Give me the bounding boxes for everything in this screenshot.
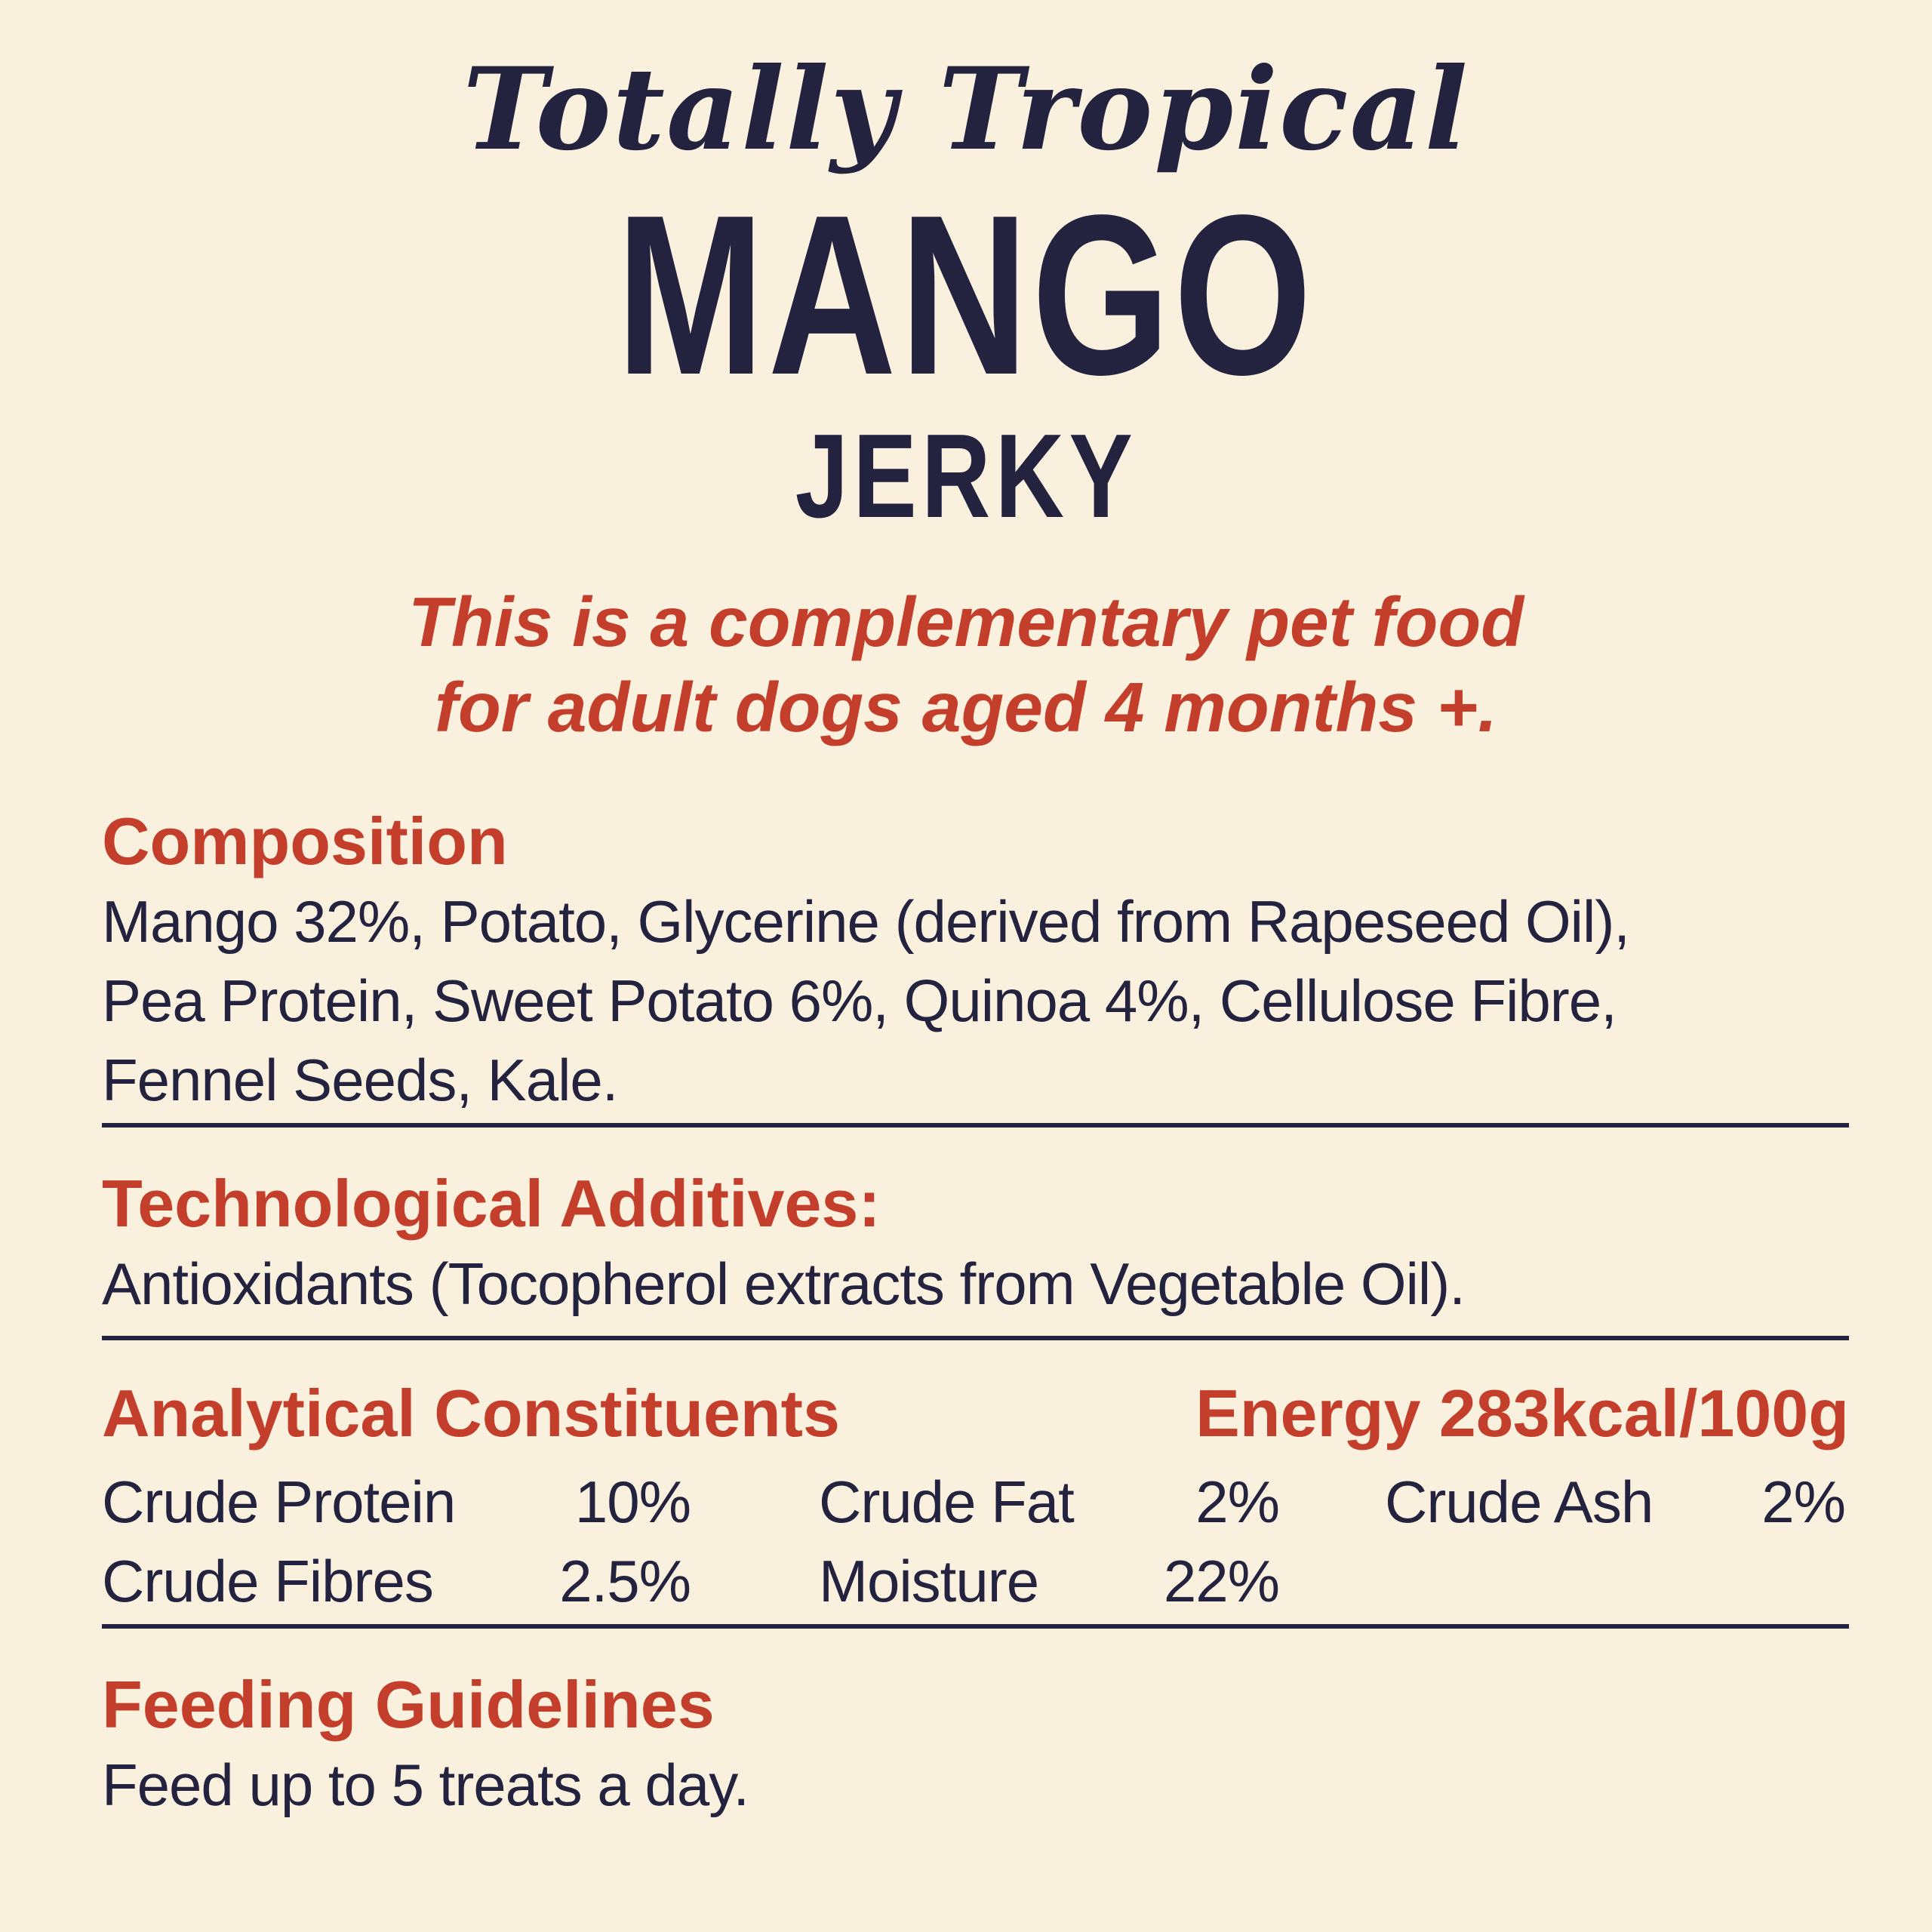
additives-heading: Technological Additives: — [102, 1165, 881, 1241]
additives-body: Antioxidants (Tocopherol extracts from V… — [102, 1244, 1849, 1324]
constituent-label: Crude Fat — [819, 1469, 1075, 1536]
tagline-line-1: This is a complementary pet food — [408, 582, 1524, 661]
product-name: MANGO — [616, 167, 1316, 422]
constituent-value: 10% — [574, 1469, 691, 1536]
divider-rule-2 — [102, 1335, 1849, 1340]
constituent-label: Moisture — [819, 1548, 1039, 1615]
composition-line-2: Pea Protein, Sweet Potato 6%, Quinoa 4%,… — [102, 967, 1617, 1034]
feeding-line-1: Feed up to 5 treats a day. — [102, 1751, 749, 1818]
tagline: This is a complementary pet food for adu… — [0, 580, 1932, 751]
composition-body: Mango 32%, Potato, Glycerine (derived fr… — [102, 882, 1849, 1120]
feeding-heading: Feeding Guidelines — [102, 1667, 715, 1743]
feeding-section: Feeding Guidelines Feed up to 5 treats a… — [102, 1667, 1849, 1825]
tagline-line-2: for adult dogs aged 4 months +. — [434, 667, 1498, 746]
table-spacer — [1279, 1463, 1385, 1542]
table-spacer — [1702, 1542, 1845, 1621]
brand-line: Totally Tropical — [463, 43, 1469, 176]
composition-line-1: Mango 32%, Potato, Glycerine (derived fr… — [102, 888, 1630, 955]
label-content: Composition Mango 32%, Potato, Glycerine… — [0, 804, 1932, 1824]
product-form-row: JERKY — [0, 409, 1932, 536]
table-spacer — [1279, 1542, 1385, 1621]
constituents-table: Crude Protein 10% Crude Fat 2% Crude Ash… — [102, 1463, 1849, 1621]
energy-value: Energy 283kcal/100g — [1195, 1375, 1849, 1451]
constituent-value: 2% — [1761, 1469, 1846, 1536]
feeding-body: Feed up to 5 treats a day. — [102, 1746, 1849, 1825]
table-spacer — [1385, 1542, 1702, 1621]
constituent-value: 22% — [1163, 1548, 1280, 1615]
constituent-label: Crude Fibres — [102, 1548, 434, 1615]
table-spacer — [691, 1463, 819, 1542]
analytical-section: Analytical Constituents Energy 283kcal/1… — [102, 1375, 1849, 1622]
composition-line-3: Fennel Seeds, Kale. — [102, 1046, 618, 1113]
constituent-value: 2% — [1195, 1469, 1280, 1536]
constituent-label: Crude Protein — [102, 1469, 456, 1536]
constituent-label: Crude Ash — [1385, 1469, 1654, 1536]
table-spacer — [691, 1542, 819, 1621]
analytical-header: Analytical Constituents Energy 283kcal/1… — [102, 1375, 1849, 1451]
additives-section: Technological Additives: Antioxidants (T… — [102, 1165, 1849, 1324]
divider-rule-3 — [102, 1624, 1849, 1629]
composition-heading: Composition — [102, 804, 508, 879]
divider-rule-1 — [102, 1122, 1849, 1128]
product-name-row: MANGO — [0, 167, 1932, 422]
composition-section: Composition Mango 32%, Potato, Glycerine… — [102, 804, 1849, 1120]
product-form: JERKY — [795, 409, 1137, 543]
label-masthead: Totally Tropical MANGO JERKY This is a c… — [0, 0, 1932, 750]
constituent-value: 2.5% — [559, 1548, 691, 1615]
additives-line-1: Antioxidants (Tocopherol extracts from V… — [102, 1250, 1466, 1317]
analytical-heading: Analytical Constituents — [102, 1375, 840, 1451]
